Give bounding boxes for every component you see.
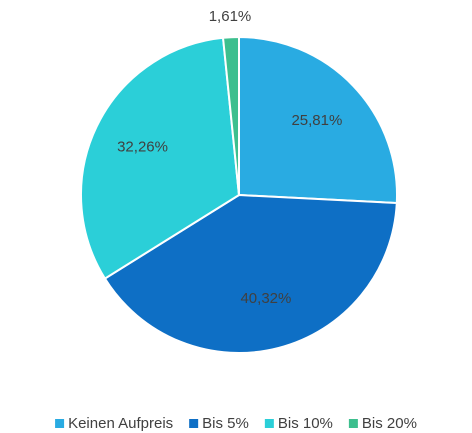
pie-slice xyxy=(80,36,241,280)
legend-label: Bis 20% xyxy=(362,415,417,432)
data-label: 1,61% xyxy=(209,8,252,25)
pie-slice xyxy=(103,193,398,354)
legend-label: Keinen Aufpreis xyxy=(68,415,173,432)
legend-swatch xyxy=(348,419,358,428)
pie-slice xyxy=(238,35,398,205)
data-label: 25,81% xyxy=(291,112,342,129)
legend-label: Bis 10% xyxy=(278,415,333,432)
legend-swatch xyxy=(264,419,274,428)
legend-swatch xyxy=(55,419,65,428)
legend-swatch xyxy=(189,419,199,428)
data-label: 32,26% xyxy=(117,139,168,156)
data-label: 40,32% xyxy=(240,290,291,307)
legend-label: Bis 5% xyxy=(202,415,249,432)
legend: Keinen Aufpreis Bis 5% Bis 10% Bis 20% xyxy=(55,415,417,432)
pie-slice xyxy=(221,35,240,196)
